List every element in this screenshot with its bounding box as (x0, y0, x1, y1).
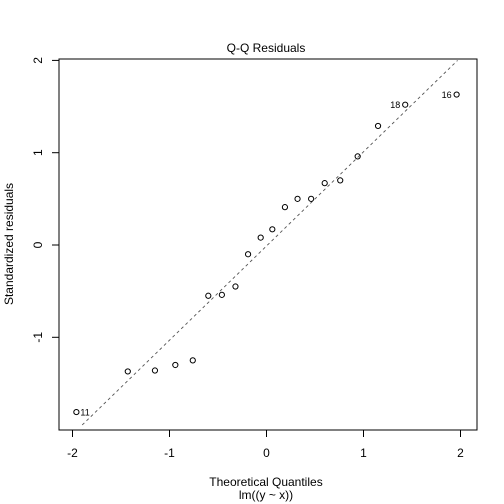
data-point (308, 195, 315, 202)
data-point (172, 361, 179, 369)
point-label: 18 (390, 100, 400, 110)
point-labels: 11 18 16 (80, 90, 451, 418)
y-axis-label: Standardized residuals (2, 183, 16, 305)
data-point (453, 91, 460, 98)
data-point (218, 291, 225, 298)
data-point (281, 204, 289, 211)
data-point (402, 101, 409, 108)
data-point (269, 226, 276, 233)
data-point (257, 234, 264, 241)
point-label: 11 (80, 408, 89, 418)
reference-line (81, 60, 458, 426)
data-point (294, 195, 301, 202)
y-tick-label: 2 (31, 57, 45, 64)
data-point (321, 180, 328, 187)
data-point (374, 122, 382, 130)
data-points (73, 91, 460, 416)
x-axis-label: Theoretical Quantiles (209, 475, 322, 489)
y-tick-label: 0 (31, 241, 45, 248)
axes: -2 -1 0 1 2 -1 0 1 2 (31, 57, 464, 460)
y-tick-label: -1 (31, 332, 45, 343)
data-point (73, 408, 80, 416)
x-tick-label: 0 (263, 446, 270, 460)
x-tick-label: -2 (67, 446, 78, 460)
data-point (232, 283, 239, 290)
data-point (124, 368, 131, 375)
data-point (205, 292, 212, 299)
data-point (354, 153, 361, 160)
x-tick-label: 1 (360, 446, 367, 460)
x-axis-subtitle: lm((y ~ x)) (239, 488, 293, 502)
y-tick-label: 1 (31, 149, 45, 156)
data-point (189, 357, 196, 364)
x-tick-label: -1 (164, 446, 175, 460)
x-tick-label: 2 (457, 446, 464, 460)
data-point (244, 251, 252, 258)
point-label: 16 (442, 90, 452, 100)
chart-title: Q-Q Residuals (227, 41, 306, 55)
data-point (151, 367, 159, 374)
data-point (337, 177, 344, 184)
